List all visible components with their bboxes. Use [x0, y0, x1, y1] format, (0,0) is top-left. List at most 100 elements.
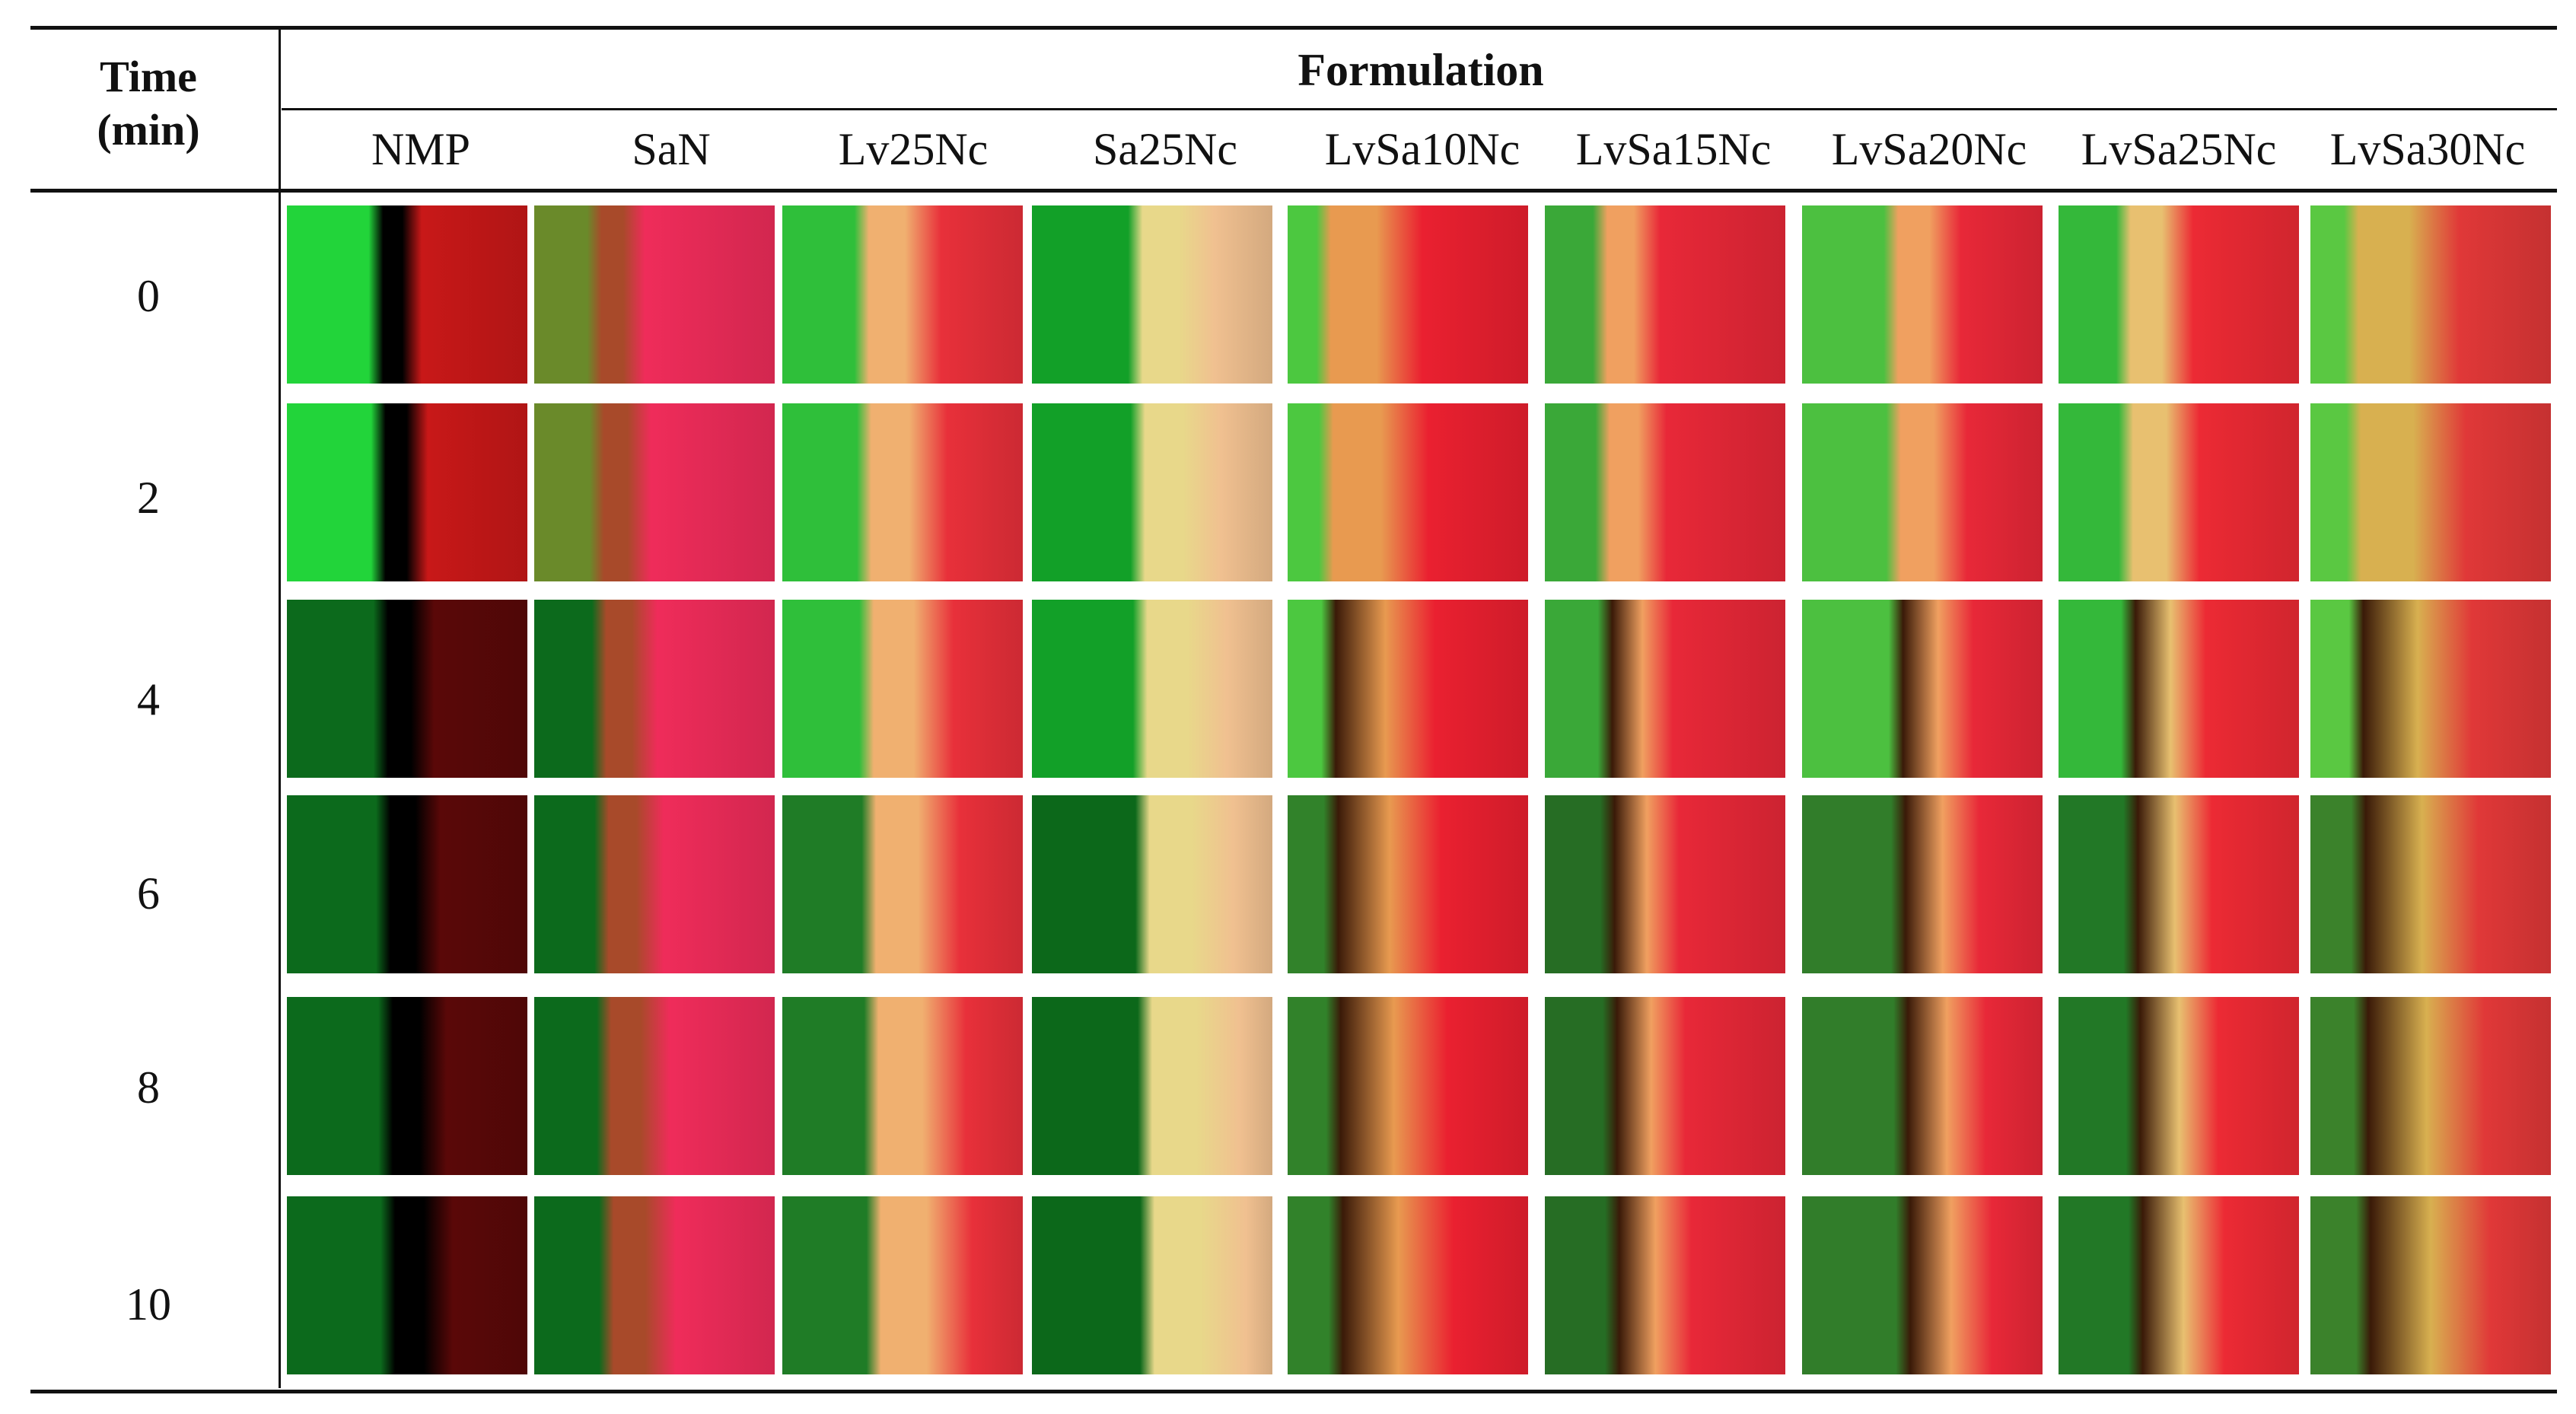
- interface-image-lvsa20nc-t6: [1802, 795, 2043, 973]
- interface-image-graphic: [534, 403, 775, 581]
- interface-image-lvsa15nc-t10: [1545, 1196, 1785, 1374]
- interface-image-fill: [2310, 795, 2551, 973]
- interface-image-lvsa15nc-t4: [1545, 600, 1785, 778]
- interface-image-fill: [2059, 795, 2299, 973]
- interface-image-sa25nc-t10: [1032, 1196, 1272, 1374]
- interface-image-fill: [287, 1196, 527, 1374]
- column-header-lvsa25nc: LvSa25Nc: [2081, 124, 2277, 174]
- interface-image-graphic: [2059, 795, 2299, 973]
- interface-image-san-t8: [534, 997, 775, 1175]
- interface-image-fill: [1288, 600, 1528, 778]
- interface-image-fill: [534, 600, 775, 778]
- interface-image-graphic: [2059, 205, 2299, 384]
- interface-image-graphic: [782, 205, 1023, 384]
- interface-image-lvsa20nc-t0: [1802, 205, 2043, 384]
- interface-image-graphic: [1032, 600, 1272, 778]
- interface-image-fill: [2059, 600, 2299, 778]
- interface-image-graphic: [782, 1196, 1023, 1374]
- interface-image-graphic: [1288, 403, 1528, 581]
- interface-image-graphic: [2059, 1196, 2299, 1374]
- interface-image-lv25nc-t2: [782, 403, 1023, 581]
- interface-image-lvsa30nc-t4: [2310, 600, 2551, 778]
- column-header-lvsa20nc: LvSa20Nc: [1831, 124, 2027, 174]
- interface-image-fill: [1032, 205, 1272, 384]
- interface-image-lvsa10nc-t10: [1288, 1196, 1528, 1374]
- interface-image-nmp-t6: [287, 795, 527, 973]
- interface-image-fill: [1545, 205, 1785, 384]
- interface-image-graphic: [534, 795, 775, 973]
- interface-image-graphic: [2059, 997, 2299, 1175]
- interface-image-fill: [2059, 997, 2299, 1175]
- row-label-2: 2: [137, 473, 160, 523]
- interface-image-fill: [782, 205, 1023, 384]
- time-header-line2: (min): [97, 105, 200, 154]
- interface-image-fill: [1032, 795, 1272, 973]
- interface-image-fill: [1802, 795, 2043, 973]
- interface-image-graphic: [287, 600, 527, 778]
- interface-image-fill: [534, 997, 775, 1175]
- interface-image-fill: [534, 795, 775, 973]
- interface-image-graphic: [1545, 997, 1785, 1175]
- interface-image-fill: [534, 205, 775, 384]
- interface-image-nmp-t2: [287, 403, 527, 581]
- interface-image-graphic: [534, 1196, 775, 1374]
- interface-image-graphic: [1288, 795, 1528, 973]
- interface-image-fill: [1288, 1196, 1528, 1374]
- interface-image-graphic: [782, 997, 1023, 1175]
- time-header: Time (min): [46, 50, 251, 157]
- interface-image-lvsa10nc-t6: [1288, 795, 1528, 973]
- interface-image-lvsa20nc-t10: [1802, 1196, 2043, 1374]
- interface-image-lvsa25nc-t10: [2059, 1196, 2299, 1374]
- interface-image-lvsa25nc-t4: [2059, 600, 2299, 778]
- interface-image-graphic: [2059, 600, 2299, 778]
- interface-image-fill: [287, 205, 527, 384]
- interface-image-lv25nc-t10: [782, 1196, 1023, 1374]
- interface-image-graphic: [1288, 997, 1528, 1175]
- interface-image-fill: [1288, 403, 1528, 581]
- interface-image-fill: [2310, 403, 2551, 581]
- bottom-rule: [30, 1390, 2557, 1393]
- interface-image-fill: [1545, 1196, 1785, 1374]
- interface-image-lvsa15nc-t0: [1545, 205, 1785, 384]
- interface-image-graphic: [287, 795, 527, 973]
- interface-image-graphic: [782, 600, 1023, 778]
- interface-image-lvsa30nc-t2: [2310, 403, 2551, 581]
- column-header-nmp: NMP: [371, 124, 471, 174]
- interface-image-fill: [287, 795, 527, 973]
- interface-image-graphic: [1802, 1196, 2043, 1374]
- interface-image-sa25nc-t4: [1032, 600, 1272, 778]
- interface-image-fill: [1802, 403, 2043, 581]
- interface-image-graphic: [1032, 795, 1272, 973]
- interface-image-lvsa25nc-t2: [2059, 403, 2299, 581]
- row-label-8: 8: [137, 1062, 160, 1113]
- interface-image-graphic: [1545, 1196, 1785, 1374]
- row-label-0: 0: [137, 271, 160, 321]
- interface-image-graphic: [1802, 403, 2043, 581]
- interface-image-fill: [1545, 403, 1785, 581]
- interface-image-graphic: [1545, 600, 1785, 778]
- interface-image-graphic: [2310, 1196, 2551, 1374]
- interface-image-fill: [2310, 600, 2551, 778]
- interface-image-graphic: [1802, 997, 2043, 1175]
- interface-image-graphic: [1802, 205, 2043, 384]
- interface-image-graphic: [782, 403, 1023, 581]
- interface-image-fill: [534, 1196, 775, 1374]
- interface-image-graphic: [534, 205, 775, 384]
- interface-image-graphic: [534, 600, 775, 778]
- interface-image-fill: [782, 997, 1023, 1175]
- interface-image-graphic: [1032, 997, 1272, 1175]
- interface-image-fill: [287, 600, 527, 778]
- interface-image-lv25nc-t8: [782, 997, 1023, 1175]
- interface-image-sa25nc-t2: [1032, 403, 1272, 581]
- interface-image-graphic: [1545, 795, 1785, 973]
- interface-image-san-t10: [534, 1196, 775, 1374]
- interface-image-graphic: [1288, 600, 1528, 778]
- interface-image-nmp-t0: [287, 205, 527, 384]
- time-header-line1: Time: [100, 52, 197, 101]
- interface-image-lvsa10nc-t0: [1288, 205, 1528, 384]
- interface-image-fill: [2059, 1196, 2299, 1374]
- interface-image-graphic: [2310, 205, 2551, 384]
- interface-image-lvsa30nc-t0: [2310, 205, 2551, 384]
- interface-image-fill: [1032, 600, 1272, 778]
- formulation-header: Formulation: [1298, 45, 1544, 95]
